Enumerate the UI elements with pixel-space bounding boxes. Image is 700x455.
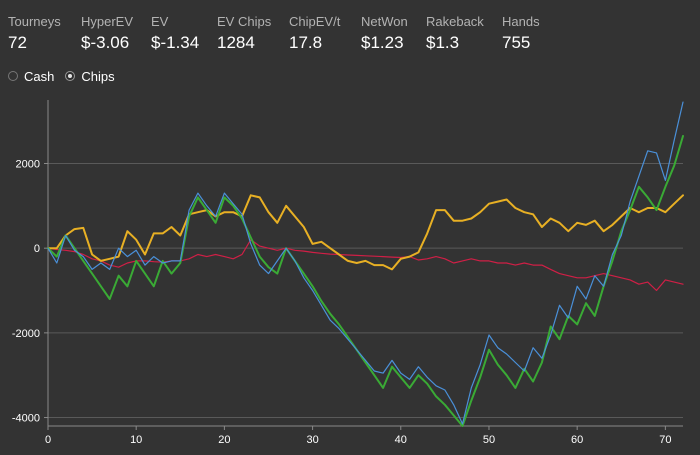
stat-value: $-1.34 [151, 33, 200, 52]
x-tick-label: 60 [571, 434, 583, 446]
stat-ev: EV $-1.34 [151, 14, 199, 54]
series-line-1 [47, 135, 684, 427]
toggle-option-label: Chips [81, 68, 115, 84]
stat-value: $1.3 [426, 33, 460, 52]
stat-value: 17.8 [289, 33, 323, 52]
toggle-option-label: Cash [24, 68, 55, 84]
stat-label: Rakeback [426, 14, 484, 29]
y-tick-label: -2000 [12, 328, 40, 340]
y-tick-label: 2000 [16, 159, 40, 171]
stat-ev-chips: EV Chips 1284 [217, 14, 271, 54]
x-tick-label: 10 [130, 434, 142, 446]
x-tick-label: 50 [483, 434, 495, 446]
stat-label: EV Chips [217, 14, 272, 29]
stat-netwon: NetWon $1.23 [361, 14, 408, 54]
stat-hyperev: HyperEV $-3.06 [81, 14, 133, 54]
stat-chipev-t: ChipEV/t 17.8 [289, 14, 340, 54]
toggle-option-cash[interactable]: Cash [8, 69, 54, 84]
stat-label: Hands [502, 14, 540, 29]
stat-value: 72 [8, 33, 27, 52]
stat-label: EV [151, 14, 169, 29]
stat-value: $1.23 [361, 33, 404, 52]
stat-rakeback: Rakeback $1.3 [426, 14, 484, 54]
radio-button-icon[interactable] [65, 71, 76, 81]
stat-label: ChipEV/t [289, 14, 341, 29]
x-tick-label: 20 [218, 434, 230, 446]
series-line-2 [47, 194, 684, 271]
radio-button-icon[interactable] [8, 71, 18, 81]
stat-tourneys: Tourneys 72 [8, 14, 61, 54]
stat-value: $-3.06 [81, 33, 130, 52]
stat-label: NetWon [361, 14, 408, 29]
stat-label: HyperEV [81, 14, 134, 29]
series-line-3 [47, 239, 684, 292]
stat-label: Tourneys [8, 14, 61, 29]
y-tick-label: 0 [34, 243, 40, 255]
stat-value: 1284 [217, 33, 255, 52]
stat-value: 755 [502, 33, 531, 52]
x-tick-label: 70 [659, 434, 671, 446]
x-tick-label: 0 [45, 434, 51, 446]
series-line-0 [47, 101, 684, 425]
y-tick-label: -4000 [12, 413, 40, 425]
stats-bar: Tourneys 72 HyperEV $-3.06 EV $-1.34 EV Chips 1… [0, 0, 700, 60]
x-tick-label: 40 [395, 434, 407, 446]
stat-hands: Hands 755 [502, 14, 540, 54]
x-tick-label: 30 [306, 434, 318, 446]
toggle-option-chips[interactable]: Chips [65, 68, 115, 84]
view-toggle: Cash Chips [8, 67, 126, 85]
